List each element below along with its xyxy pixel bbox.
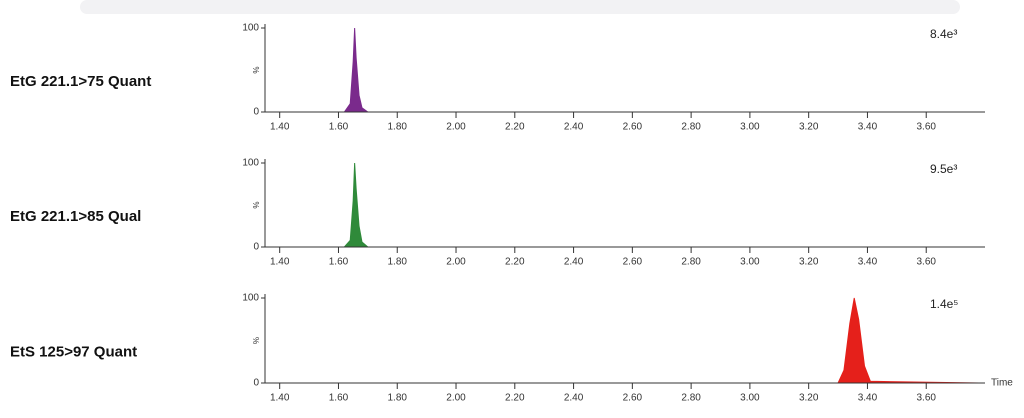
x-tick-label: 2.60 bbox=[623, 257, 643, 268]
x-tick-label: 1.40 bbox=[270, 393, 290, 404]
row-title: EtG 221.1>85 Qual bbox=[10, 208, 141, 225]
x-tick-label: 2.00 bbox=[446, 393, 466, 404]
x-tick-label: 3.40 bbox=[858, 393, 878, 404]
x-tick-label: 2.80 bbox=[681, 393, 701, 404]
x-tick-label: 2.00 bbox=[446, 122, 466, 133]
y-axis-label: % bbox=[252, 337, 261, 344]
x-tick-label: 3.00 bbox=[740, 122, 760, 133]
x-tick-label: 3.20 bbox=[799, 257, 819, 268]
x-tick-label: 1.80 bbox=[388, 122, 408, 133]
y-tick-label: 0 bbox=[253, 242, 259, 253]
x-tick-label: 2.80 bbox=[681, 257, 701, 268]
x-tick-label: 1.80 bbox=[388, 257, 408, 268]
row-title: EtG 221.1>75 Quant bbox=[10, 73, 151, 90]
x-tick-label: 2.00 bbox=[446, 257, 466, 268]
peak-area bbox=[265, 162, 421, 248]
x-tick-label: 2.20 bbox=[505, 257, 525, 268]
x-tick-label: 1.60 bbox=[329, 122, 349, 133]
x-tick-label: 1.60 bbox=[329, 393, 349, 404]
y-axis-label: % bbox=[252, 201, 261, 208]
top-bar bbox=[80, 0, 960, 14]
x-tick-label: 3.60 bbox=[916, 257, 936, 268]
x-tick-label: 1.60 bbox=[329, 257, 349, 268]
x-tick-label: 3.20 bbox=[799, 393, 819, 404]
intensity-label: 9.5e³ bbox=[930, 162, 957, 176]
y-tick-label: 100 bbox=[242, 23, 259, 34]
x-tick-label: 1.40 bbox=[270, 122, 290, 133]
row-title: EtS 125>97 Quant bbox=[10, 343, 137, 360]
x-tick-label: 2.20 bbox=[505, 393, 525, 404]
intensity-label: 1.4e⁵ bbox=[930, 297, 958, 311]
y-tick-label: 100 bbox=[242, 293, 259, 304]
y-tick-label: 0 bbox=[253, 378, 259, 389]
x-tick-label: 3.00 bbox=[740, 257, 760, 268]
x-tick-label: 2.60 bbox=[623, 393, 643, 404]
x-tick-label: 2.40 bbox=[564, 257, 584, 268]
peak-area bbox=[265, 27, 421, 113]
intensity-label: 8.4e³ bbox=[930, 27, 957, 41]
x-tick-label: 1.80 bbox=[388, 393, 408, 404]
x-tick-label: 3.20 bbox=[799, 122, 819, 133]
y-tick-label: 100 bbox=[242, 158, 259, 169]
x-tick-label: 3.60 bbox=[916, 122, 936, 133]
x-tick-label: 2.40 bbox=[564, 393, 584, 404]
x-axis-label: Time bbox=[991, 378, 1013, 389]
x-tick-label: 3.60 bbox=[916, 393, 936, 404]
y-axis-label: % bbox=[252, 66, 261, 73]
peak-area bbox=[749, 297, 980, 384]
x-tick-label: 3.40 bbox=[858, 257, 878, 268]
x-tick-label: 2.80 bbox=[681, 122, 701, 133]
x-tick-label: 2.40 bbox=[564, 122, 584, 133]
x-tick-label: 3.40 bbox=[858, 122, 878, 133]
x-tick-label: 1.40 bbox=[270, 257, 290, 268]
x-tick-label: 3.00 bbox=[740, 393, 760, 404]
x-tick-label: 2.60 bbox=[623, 122, 643, 133]
y-tick-label: 0 bbox=[253, 107, 259, 118]
x-tick-label: 2.20 bbox=[505, 122, 525, 133]
